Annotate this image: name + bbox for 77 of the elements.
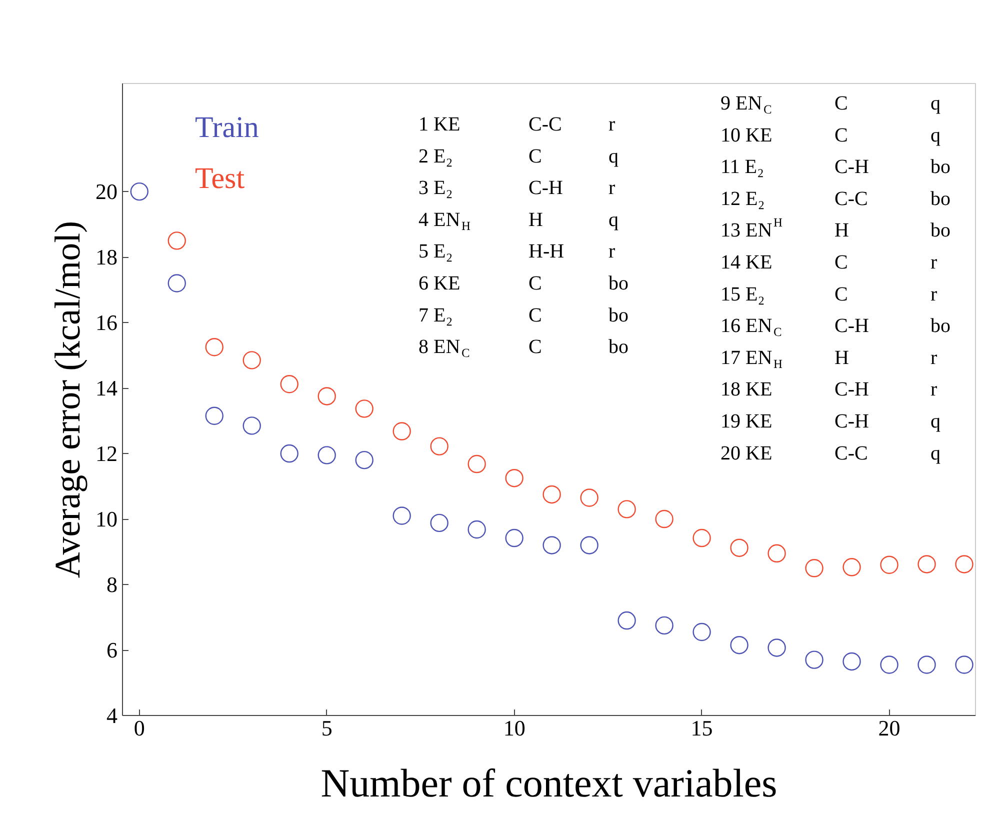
y-tick-label: 4: [106, 703, 118, 728]
point: [205, 338, 224, 356]
point: [692, 622, 711, 642]
x-tick-label: 10: [503, 716, 526, 740]
y-axis-title: Average error (kcal/mol): [48, 220, 88, 578]
point: [955, 656, 974, 674]
text: 19 KE C-H q: [720, 410, 940, 432]
point: [468, 520, 486, 539]
x-tick-label: 15: [690, 716, 713, 740]
series-label: Test: [195, 162, 246, 196]
y-tick-label: 20: [96, 179, 118, 204]
y-tick-label: 6: [106, 638, 118, 663]
point: [880, 556, 898, 574]
x-tick-label: 0: [134, 716, 145, 740]
text: 20 KE C-C q: [720, 442, 940, 464]
y-tick-label: 18: [96, 244, 118, 270]
point: [880, 656, 898, 674]
point: [692, 528, 711, 548]
point: [242, 416, 261, 435]
point: [355, 450, 374, 470]
point: [655, 510, 674, 528]
point: [730, 636, 748, 654]
text: 5 E₂ H-H r: [418, 240, 616, 263]
point: [242, 351, 261, 370]
point: [768, 544, 786, 562]
point: [580, 536, 598, 554]
text: 10 KE C q: [720, 124, 940, 146]
point: [730, 538, 748, 557]
point: [542, 536, 561, 554]
point: [280, 375, 298, 394]
y-tick-label: 10: [96, 506, 118, 532]
y-tick-label: 12: [96, 441, 118, 466]
point: [318, 446, 336, 464]
text: 1 KE C-C r: [418, 114, 616, 136]
point: [842, 558, 861, 576]
point: [280, 444, 298, 463]
y-tick-label: 14: [96, 376, 118, 401]
point: [918, 555, 936, 574]
y-tick-label: 8: [106, 572, 118, 598]
point: [430, 437, 448, 456]
point: [542, 485, 561, 504]
point: [842, 652, 861, 671]
text: 3 E₂ C-H r: [418, 177, 616, 200]
point: [392, 422, 411, 440]
text: 18 KE C-H r: [720, 378, 938, 401]
point: [768, 638, 786, 657]
text: 12 E₂ C-C bo: [720, 188, 950, 210]
text: 14 KE C r: [720, 252, 938, 274]
point: [655, 616, 674, 635]
point: [955, 555, 974, 574]
point: [618, 611, 636, 630]
point: [168, 274, 186, 292]
text: 11 E₂ C-H bo: [720, 156, 950, 178]
point: [805, 559, 824, 578]
point: [580, 488, 598, 507]
point: [430, 514, 448, 532]
point: [918, 656, 936, 674]
text: 6 KE C bo: [418, 272, 628, 294]
point: [392, 506, 411, 525]
point: [168, 232, 186, 250]
point: [130, 182, 148, 201]
point: [318, 387, 336, 406]
point: [468, 454, 486, 474]
point: [505, 528, 524, 548]
x-tick-label: 5: [321, 716, 332, 740]
point: [618, 500, 636, 518]
point: [355, 400, 374, 418]
text: 15 E₂ C r: [720, 283, 938, 306]
text: 7 E₂ C bo: [418, 304, 628, 326]
x-axis-title: Number of context variables: [320, 760, 778, 806]
x-tick-label: 20: [878, 716, 900, 740]
point: [205, 406, 224, 425]
text: Train: [195, 111, 259, 144]
point: [805, 650, 824, 669]
y-tick-label: 16: [96, 310, 118, 336]
text: 2 E₂ C q: [418, 145, 618, 168]
point: [505, 469, 524, 488]
